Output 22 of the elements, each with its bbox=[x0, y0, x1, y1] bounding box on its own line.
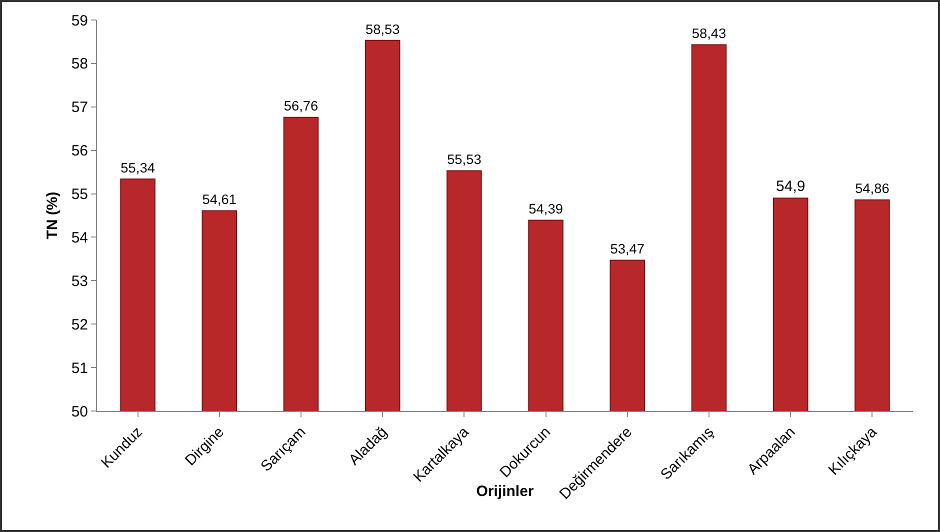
data-label: 54,9 bbox=[776, 178, 806, 196]
y-tick-label: 56 bbox=[71, 142, 88, 160]
data-label: 54,61 bbox=[202, 192, 237, 208]
data-label: 56,76 bbox=[284, 98, 319, 114]
y-tick-label: 50 bbox=[71, 403, 88, 420]
y-tick-label: 51 bbox=[71, 360, 88, 377]
data-label: 58,43 bbox=[692, 26, 727, 42]
data-label: 58,53 bbox=[365, 22, 400, 37]
y-tick-label: 53 bbox=[71, 272, 88, 290]
y-tick-label: 52 bbox=[71, 316, 88, 334]
y-tick-label: 59 bbox=[71, 12, 88, 30]
y-tick-label: 54 bbox=[71, 229, 88, 246]
y-tick-label: 55 bbox=[71, 186, 88, 204]
y-axis-title: TN (%) bbox=[44, 192, 61, 240]
data-label: 55,34 bbox=[120, 160, 156, 176]
data-label: 53,47 bbox=[610, 242, 645, 257]
data-label: 54,86 bbox=[855, 181, 890, 196]
x-axis-title: Orijinler bbox=[476, 483, 534, 500]
y-tick-label: 57 bbox=[71, 99, 88, 116]
data-label: 54,39 bbox=[528, 202, 563, 217]
y-tick-label: 58 bbox=[71, 56, 88, 73]
data-label: 55,53 bbox=[447, 152, 482, 168]
